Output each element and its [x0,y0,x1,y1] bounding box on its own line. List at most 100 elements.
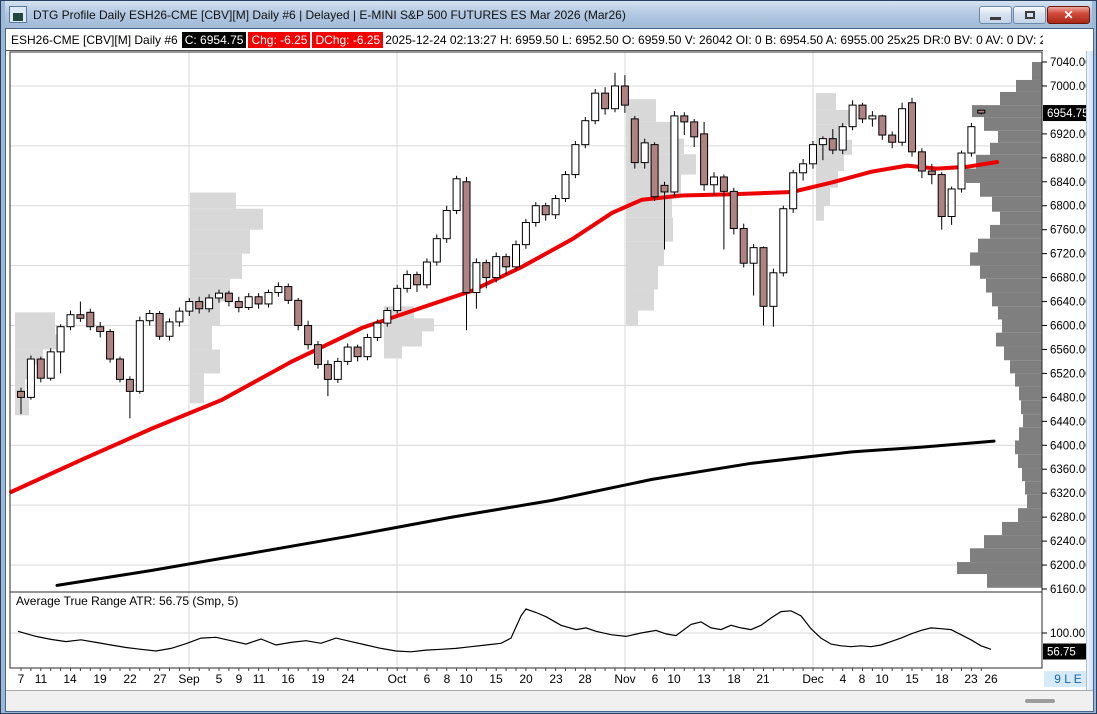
candle-body [343,346,352,362]
candle-body [432,238,441,263]
candle-body [917,151,926,172]
right-volume-profile-bar [970,252,1042,266]
candle-body [442,210,451,240]
candle-body [957,152,966,190]
candle-body [145,313,154,322]
candle-body [333,360,342,380]
volume-profile-bar [190,229,250,254]
volume-profile-bar [15,334,61,350]
right-volume-profile-bar [1000,211,1042,225]
status-badge: 9 L E [1054,672,1082,686]
candle-body [858,104,867,120]
candle-body [363,336,372,358]
volume-profile-bar [384,331,422,347]
candle-body [690,121,699,138]
volume-profile-bar [816,154,844,171]
price-tick-label: 6280.00 [1050,512,1086,524]
date-label: Sep [178,672,200,686]
right-volume-profile-bar [1021,400,1042,415]
right-volume-profile-bar [998,306,1042,320]
candle-body [413,274,421,286]
date-label: 18 [727,672,741,686]
candle-body [927,170,936,176]
candle-body [769,272,778,307]
app-icon [9,6,27,23]
title-bar[interactable]: DTG Profile Daily ESH26-CME [CBV][M] Dai… [5,1,1092,28]
price-tick-label: 6240.00 [1050,536,1086,548]
day-change-badge: DChg: -6.25 [312,31,384,48]
volume-profile-bar [15,349,43,365]
volume-profile-bar [384,306,414,319]
change-badge: Chg: -6.25 [248,31,311,48]
candle-body [17,390,25,398]
right-volume-profile-bar [1004,346,1042,361]
candle-body [353,346,362,358]
price-tick-label: 6720.00 [1050,249,1086,261]
candle-body [551,198,560,216]
resize-grip[interactable] [1025,699,1055,703]
date-label: Dec [802,672,823,686]
price-tick-label: 7000.00 [1050,81,1086,93]
candle-body [314,344,322,365]
volume-profile-bar [15,397,29,416]
candle-body [521,221,530,246]
volume-profile-bar [384,318,434,332]
close-button[interactable]: ✕ [1047,5,1090,24]
candle-body [165,321,174,337]
right-volume-profile-bar [1002,319,1042,333]
vertical-scrollbar[interactable] [1086,51,1093,691]
price-tick-label: 6520.00 [1050,368,1086,380]
right-volume-profile-bar [970,548,1042,563]
candle-body [462,181,471,294]
right-volume-profile-bar [990,142,1042,155]
volume-profile-bar [626,265,658,290]
candle-body [482,262,491,279]
candle-body [700,133,709,186]
candle-body [531,205,540,223]
volume-profile-bar [190,325,212,350]
volume-profile-bar [626,217,673,242]
candle-body [809,144,817,165]
right-volume-profile-bar [976,154,1042,169]
date-label: 24 [341,672,355,686]
candle-body [719,176,728,192]
bottom-strip [6,690,1093,711]
last-price-label: 6954.75 [1047,108,1086,120]
maximize-button[interactable] [1013,5,1046,24]
volume-profile-bar [384,346,402,359]
volume-profile-bar [190,192,236,209]
date-label: 19 [93,672,107,686]
volume-profile-bar [816,109,854,125]
date-label: 10 [459,672,473,686]
date-label: 10 [875,672,889,686]
price-tick-label: 6880.00 [1050,153,1086,165]
candle-body [660,184,669,193]
date-label: 15 [489,672,503,686]
candle-body [680,115,689,123]
candle-body [195,301,204,310]
candle-body [452,178,461,212]
maximize-icon [1024,10,1035,19]
minimize-button[interactable] [979,5,1012,24]
price-tick-label: 6920.00 [1050,129,1086,141]
right-volume-profile-bar [1015,440,1042,455]
price-tick-label: 6800.00 [1050,201,1086,213]
price-tick-label: 6640.00 [1050,297,1086,309]
candle-body [977,109,986,114]
atr-value-label: 56.75 [1047,646,1076,658]
price-tick-label: 6400.00 [1050,440,1086,452]
volume-profile-bar [190,253,242,279]
candle-body [373,322,382,338]
minimize-icon [990,16,1001,20]
price-tick-label: 6600.00 [1050,321,1086,333]
right-volume-profile-bar [980,182,1042,197]
candle-body [888,134,897,143]
date-label: 5 [216,672,223,686]
candle-body [76,314,85,319]
candle-body [759,247,768,307]
date-label: 6 [424,672,431,686]
price-chart[interactable]: 7040.00 7000.00 6920.00 6880.00 6840.00 6800.… [6,51,1086,691]
date-label: 23 [549,672,563,686]
symbol-label: ESH26-CME [CBV][M] Daily #6 [11,32,178,47]
candle-body [512,244,520,268]
